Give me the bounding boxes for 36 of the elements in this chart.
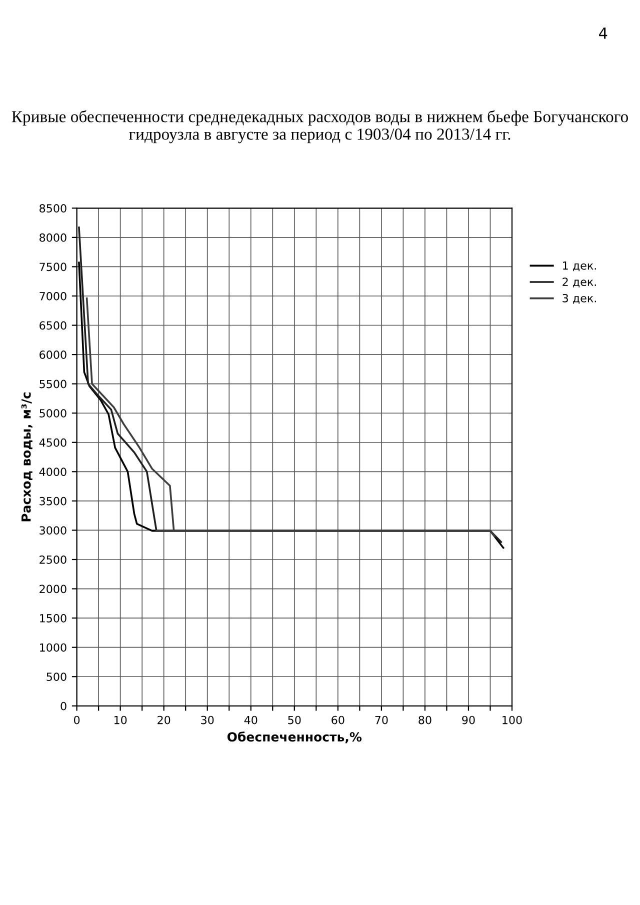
x-tick-label: 50 [288,716,301,724]
x-tick-label: 70 [375,716,388,724]
legend-label: 3 дек. [562,294,596,304]
y-tick-label: 2000 [40,584,66,594]
chart-title: Кривые обеспеченности среднедекадных расходов воды в нижнем бьефе Богучанского гидроузла в августе за период с 1903/04 по 2013/14 гг. [12,110,628,144]
x-tick-label: 20 [158,716,170,724]
x-tick-label: 60 [332,716,344,724]
y-tick-label: 2500 [40,555,66,564]
y-tick-label: 7000 [40,292,66,300]
y-tick-label: 3000 [40,526,66,535]
legend-label: 2 дек. [562,278,596,288]
y-tick-label: 4500 [39,438,66,447]
x-tick-label: 30 [201,716,214,724]
y-tick-label: 0 [60,702,66,710]
x-axis-title: Обеспеченность,% [227,732,362,744]
y-tick-label: 7500 [40,262,66,272]
y-tick-label: 4000 [39,468,66,476]
legend-label: 1 дек. [563,261,596,272]
y-tick-label: 1500 [40,614,66,622]
x-tick-label: 40 [244,716,258,724]
y-tick-label: 6500 [40,321,66,330]
y-tick-label: 6000 [40,350,66,359]
y-tick-label: 8500 [40,204,66,213]
y-tick-label: 1000 [40,643,66,652]
y-tick-label: 8000 [40,233,66,242]
x-tick-label: 100 [502,716,522,724]
y-tick-label: 5500 [40,380,66,388]
x-tick-label: 90 [462,716,475,724]
x-tick-label: 10 [114,716,127,724]
text: 4 [599,28,608,39]
y-tick-label: 500 [46,672,66,681]
y-tick-label: 3500 [40,496,66,506]
y-tick-label: 5000 [40,409,66,418]
x-tick-label: 80 [418,716,432,724]
x-tick-label: 0 [74,716,80,724]
y-axis-title: Расход воды, м³/с [21,392,32,522]
